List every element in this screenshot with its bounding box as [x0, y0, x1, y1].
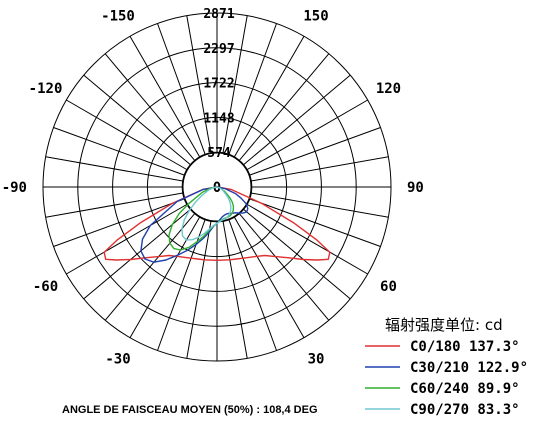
angle-tick-label: 90 [407, 180, 424, 196]
angle-tick-label: 120 [376, 81, 401, 97]
legend-label: C30/210 122.9° [410, 360, 528, 376]
beam-angle-footer: ANGLE DE FAISCEAU MOYEN (50%) : 108,4 DE… [62, 404, 318, 416]
series-curve [103, 186, 331, 261]
legend: C0/180 137.3° C30/210 122.9° C60/240 89.9°… [365, 339, 528, 418]
radial-tick-label: 2297 [203, 42, 234, 57]
angle-tick-label: 60 [380, 279, 397, 295]
angle-tick-label: -30 [105, 351, 130, 367]
grid-ring [42, 12, 392, 362]
angle-tick-label: 150 [303, 9, 328, 25]
angle-tick-label: -120 [29, 81, 63, 97]
series-curve [181, 186, 232, 241]
radial-tick-labels: 574 1148 1722 2297 2871 [203, 7, 234, 161]
legend-label: C60/240 89.9° [410, 381, 520, 397]
grid-ring [112, 82, 322, 292]
legend-label: C90/270 83.3° [410, 402, 520, 418]
angle-tick-label: 30 [308, 351, 325, 367]
series-layer [103, 186, 331, 263]
radial-tick-label: 574 [207, 146, 231, 161]
radial-tick-label: 2871 [203, 7, 234, 22]
angle-tick-label: -60 [33, 279, 58, 295]
unit-label: 辐射强度单位: cd [385, 316, 503, 334]
radial-tick-label: 1722 [203, 77, 234, 92]
grid-ring [146, 116, 288, 258]
angle-tick-label: 0 [213, 180, 221, 196]
radial-tick-label: 1148 [203, 111, 234, 126]
grid-ring [181, 151, 253, 223]
angle-tick-label: -150 [101, 9, 135, 25]
grid-ring [77, 47, 357, 327]
angle-tick-labels: -150 -120 -90 -60 -30 0 30 60 90 120 150 [2, 9, 424, 368]
legend-label: C0/180 137.3° [410, 339, 520, 355]
polar-grid [42, 12, 392, 362]
angle-tick-label: -90 [2, 180, 27, 196]
